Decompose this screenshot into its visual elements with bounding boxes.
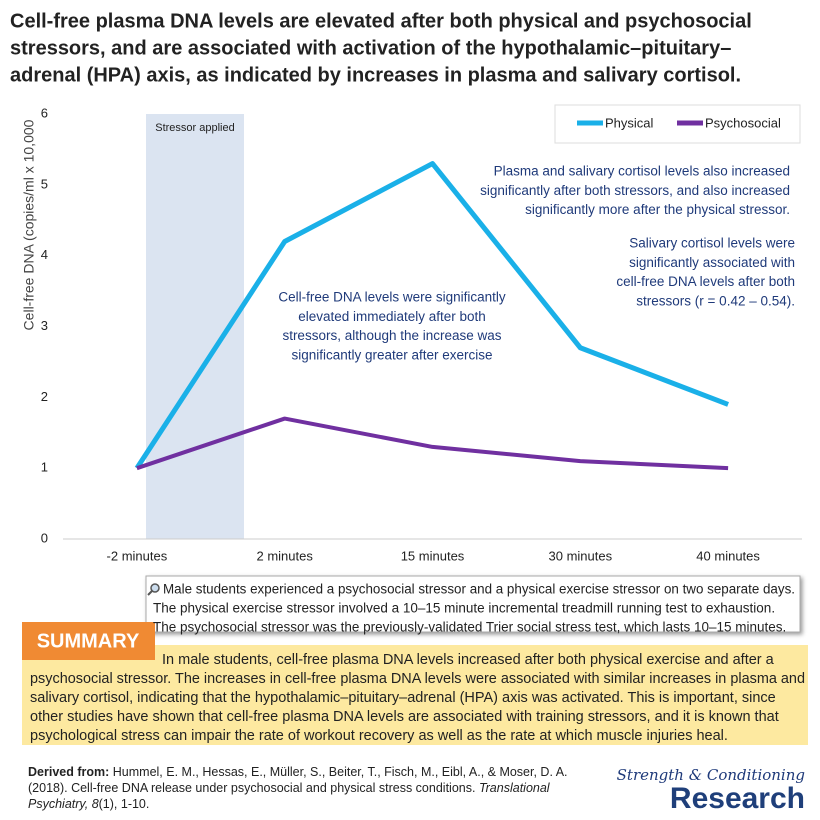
annotation: Plasma and salivary cortisol levels also… <box>494 164 790 179</box>
y-tick-label: 6 <box>41 105 48 120</box>
shaded-label: Stressor applied <box>155 122 235 134</box>
summary-line: other studies have shown that cell-free … <box>30 709 779 725</box>
note-line: Male students experienced a psychosocial… <box>163 582 795 597</box>
y-tick-label: 1 <box>41 460 48 475</box>
chart-title: adrenal (HPA) axis, as indicated by incr… <box>10 64 741 86</box>
annotation: significantly associated with <box>629 255 795 270</box>
citation-label: Derived from: <box>28 765 109 779</box>
citation-line: (2018). Cell-free DNA release under psyc… <box>28 781 551 795</box>
magnifier-icon <box>147 583 160 596</box>
y-tick-label: 3 <box>41 318 48 333</box>
summary-line: psychological stress can impair the rate… <box>30 728 728 744</box>
y-axis-label: Cell-free DNA (copies/ml x 10,000 <box>21 119 37 330</box>
summary-tab <box>22 622 155 660</box>
logo-bottom: Research <box>670 782 805 815</box>
citation-authors: Hummel, E. M., Hessas, E., Müller, S., B… <box>113 765 568 779</box>
summary-label: SUMMARY <box>37 630 140 652</box>
chart-title: stressors, and are associated with activ… <box>10 37 731 59</box>
note-line: The psychosocial stressor was the previo… <box>153 620 786 635</box>
annotation: significantly greater after exercise <box>291 347 492 362</box>
y-tick-label: 0 <box>41 530 48 545</box>
note-line: The physical exercise stressor involved … <box>153 601 775 616</box>
summary-box <box>22 645 808 745</box>
note-box <box>145 575 801 633</box>
x-tick-label: 30 minutes <box>549 548 613 563</box>
citation-line: Psychiatry, 8(1), 1-10. <box>28 797 149 811</box>
x-tick-label: 2 minutes <box>257 548 314 563</box>
series-line <box>136 416 729 471</box>
summary-line: In male students, cell-free plasma DNA l… <box>162 652 775 668</box>
annotation: elevated immediately after both <box>298 309 486 324</box>
citation-pages: (1), 1-10. <box>99 797 150 811</box>
annotation: significantly more after the physical st… <box>525 202 790 217</box>
y-tick-label: 5 <box>41 176 48 191</box>
citation-volume: 8 <box>92 797 99 811</box>
x-tick-label: 15 minutes <box>401 548 465 563</box>
annotation: significantly after both stressors, and … <box>480 183 790 198</box>
logo-top: Strength & Conditioning <box>617 766 805 784</box>
summary-line: salivary cortisol, indicating that the h… <box>30 690 776 706</box>
citation-title: (2018). Cell-free DNA release under psyc… <box>28 781 475 795</box>
chart-title: Cell-free plasma DNA levels are elevated… <box>10 10 752 32</box>
annotation: cell-free DNA levels after both <box>616 274 795 289</box>
citation-journal: Psychiatry, <box>28 797 88 811</box>
annotation: Salivary cortisol levels were <box>629 236 795 251</box>
x-tick-label: 40 minutes <box>696 548 760 563</box>
annotation: stressors (r = 0.42 – 0.54). <box>636 293 795 308</box>
y-tick-label: 2 <box>41 389 48 404</box>
series-line <box>134 161 729 470</box>
annotation: stressors, although the increase was <box>282 328 501 343</box>
citation-journal: Translational <box>479 781 551 795</box>
y-tick-label: 4 <box>41 247 48 262</box>
summary-line: psychosocial stressor. The increases in … <box>30 671 805 687</box>
x-tick-label: -2 minutes <box>107 548 168 563</box>
citation-line: Derived from: Hummel, E. M., Hessas, E.,… <box>28 765 568 779</box>
legend-label: Physical <box>605 115 654 130</box>
annotation: Cell-free DNA levels were significantly <box>278 290 506 305</box>
legend-label: Psychosocial <box>705 115 781 130</box>
